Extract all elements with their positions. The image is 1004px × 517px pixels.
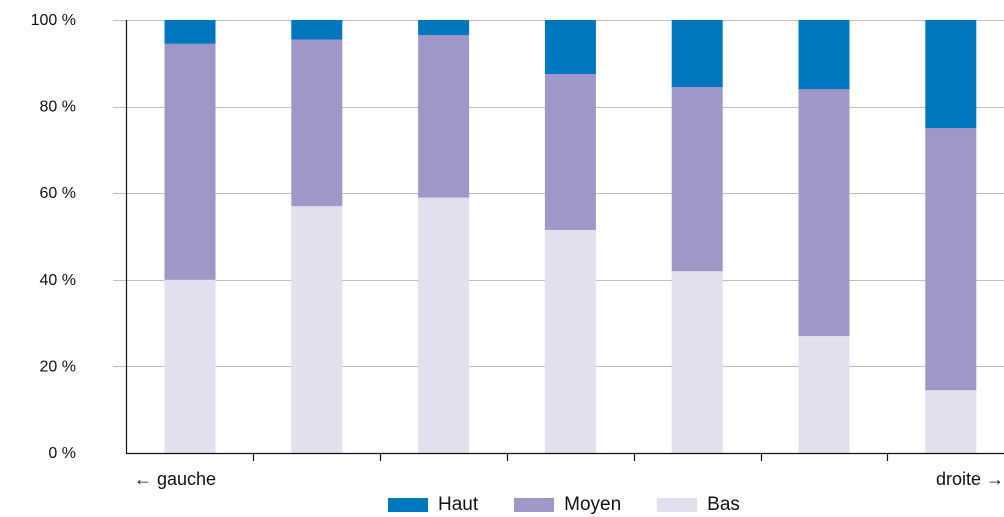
- bar-segment-bas: [544, 230, 596, 453]
- bar-segment-bas: [418, 197, 470, 453]
- legend-item-moyen: Moyen: [514, 494, 621, 516]
- y-tick-label: 100 %: [31, 12, 76, 29]
- y-tick-label: 60 %: [40, 185, 76, 202]
- bar-segment-bas: [798, 336, 850, 453]
- x-end-label: droite →: [936, 469, 1004, 489]
- bar-segment-haut: [671, 20, 723, 88]
- bar-segment-haut: [164, 20, 216, 44]
- x-tick-marks: [252, 453, 889, 461]
- legend-label-bas: Bas: [707, 494, 740, 515]
- bar-segment-moyen: [798, 89, 850, 337]
- bar-segment-moyen: [544, 74, 596, 231]
- bar-segment-bas: [671, 271, 723, 453]
- legend-label-haut: Haut: [438, 494, 479, 515]
- bar-segment-haut: [798, 20, 850, 90]
- y-tick-label: 80 %: [40, 99, 76, 116]
- y-tick-label: 20 %: [40, 358, 76, 375]
- bar-segment-moyen: [925, 128, 977, 391]
- legend-label-moyen: Moyen: [564, 494, 622, 515]
- legend-swatch-moyen: [514, 498, 555, 512]
- bar-segment-haut: [544, 20, 596, 75]
- legend-item-haut: Haut: [388, 494, 478, 516]
- bar-segment-moyen: [418, 35, 470, 198]
- legend-swatch-bas: [657, 498, 698, 512]
- x-start-label: ← gauche: [134, 469, 216, 489]
- bar-segment-moyen: [671, 87, 723, 272]
- bar-segment-moyen: [291, 39, 343, 207]
- bars: [164, 20, 977, 453]
- legend-swatch-haut: [388, 498, 428, 512]
- legend: Haut Moyen Bas: [388, 494, 740, 516]
- y-tick-label: 40 %: [40, 272, 76, 289]
- bar-segment-bas: [164, 279, 216, 453]
- y-tick-label: 0 %: [48, 445, 76, 462]
- bar-segment-haut: [925, 20, 977, 129]
- axes: [125, 20, 1004, 455]
- y-tick-labels: 0 % 20 % 40 % 60 % 80 % 100 %: [31, 12, 76, 462]
- legend-item-bas: Bas: [657, 494, 740, 516]
- bar-segment-moyen: [164, 43, 216, 280]
- bar-segment-bas: [925, 390, 977, 453]
- bar-segment-haut: [291, 20, 343, 40]
- bar-segment-haut: [418, 20, 470, 36]
- bar-segment-bas: [291, 206, 343, 453]
